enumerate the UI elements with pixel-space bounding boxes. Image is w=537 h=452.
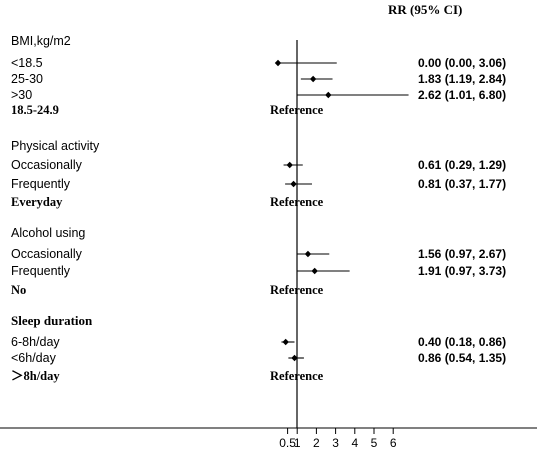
group-title: BMI,kg/m2 [11, 34, 71, 48]
reference-label: Reference [270, 195, 324, 209]
row-label: Occasionally [11, 158, 83, 172]
row-label: 18.5-24.9 [11, 103, 59, 117]
reference-label: Reference [270, 369, 324, 383]
row-label: 25-30 [11, 72, 43, 86]
row-label: >30 [11, 88, 32, 102]
group-title: Physical activity [11, 139, 100, 153]
rr-value-text: 0.00 (0.00, 3.06) [418, 56, 506, 70]
row-label: Frequently [11, 177, 71, 191]
reference-label: Reference [270, 283, 324, 297]
group-title: Sleep duration [11, 313, 93, 328]
rr-value-text: 0.40 (0.18, 0.86) [418, 335, 506, 349]
x-tick-label: 0.5 [279, 436, 296, 450]
reference-label: Reference [270, 103, 324, 117]
x-tick-label: 2 [313, 436, 320, 450]
column-header: RR (95% CI) [388, 2, 462, 17]
point-estimate [290, 180, 297, 188]
row-label: No [11, 283, 26, 297]
x-tick-label: 5 [371, 436, 378, 450]
row-label: Frequently [11, 264, 71, 278]
rr-value-text: 0.61 (0.29, 1.29) [418, 158, 506, 172]
x-tick-label: 6 [390, 436, 397, 450]
forest-rows: BMI,kg/m2 <18.5 0.00 (0.00, 3.06) 25-30 1.83… [11, 34, 506, 383]
x-tick-label: 3 [332, 436, 339, 450]
point-estimate [325, 91, 332, 99]
row-label: 6-8h/day [11, 335, 60, 349]
rr-value-text: 1.83 (1.19, 2.84) [418, 72, 506, 86]
point-estimate [291, 354, 298, 362]
rr-value-text: 1.91 (0.97, 3.73) [418, 264, 506, 278]
x-axis-ticks: 0.51 2 3 4 5 6 [279, 428, 397, 450]
row-label: Everyday [11, 195, 63, 209]
row-label: <18.5 [11, 56, 43, 70]
group-title: Alcohol using [11, 226, 85, 240]
x-tick-label: 4 [351, 436, 358, 450]
rr-value-text: 0.81 (0.37, 1.77) [418, 177, 506, 191]
row-label: Occasionally [11, 247, 83, 261]
x-tick-label: 1 [294, 436, 301, 450]
rr-value-text: 2.62 (1.01, 6.80) [418, 88, 506, 102]
point-estimate [282, 338, 289, 346]
rr-value-text: 1.56 (0.97, 2.67) [418, 247, 506, 261]
row-label: <6h/day [11, 351, 57, 365]
point-estimate [309, 75, 317, 83]
row-label: ＞8h/day [11, 369, 60, 383]
point-estimate [274, 59, 282, 67]
point-estimate [304, 250, 312, 258]
rr-value-text: 0.86 (0.54, 1.35) [418, 351, 506, 365]
point-estimate [311, 267, 318, 275]
point-estimate [286, 161, 293, 169]
